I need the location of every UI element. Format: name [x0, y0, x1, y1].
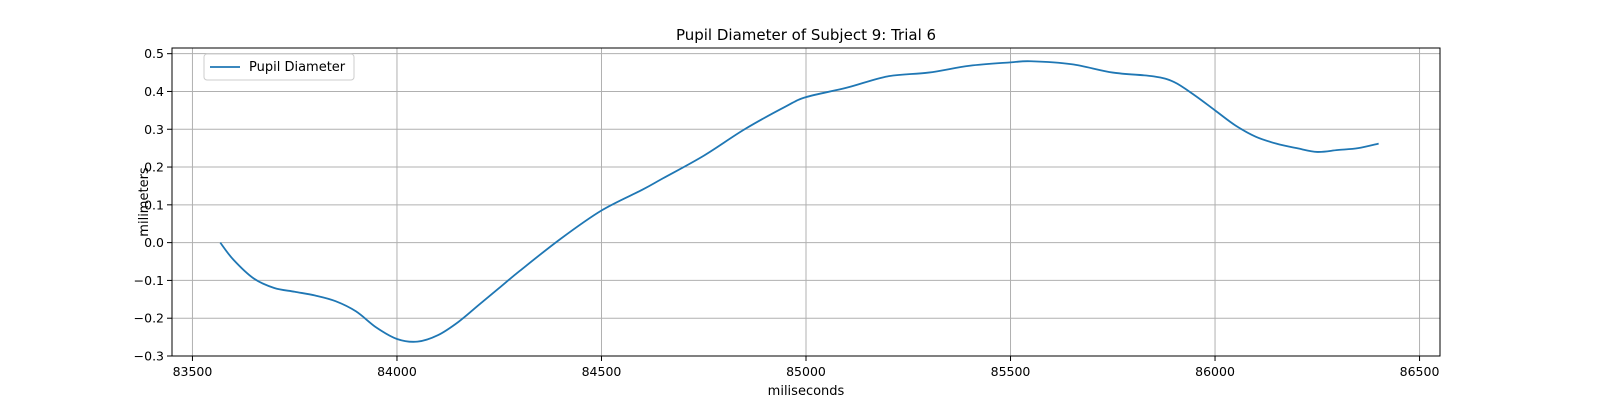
y-tick-label: −0.1 [134, 273, 164, 288]
x-tick-label: 85000 [786, 364, 826, 379]
y-tick-label: 0.2 [144, 160, 164, 175]
y-tick-label: 0.4 [144, 84, 164, 99]
legend-label: Pupil Diameter [249, 60, 346, 75]
x-tick-label: 85500 [991, 364, 1031, 379]
x-axis-label: miliseconds [768, 384, 845, 399]
x-tick-label: 83500 [173, 364, 213, 379]
pupil-diameter-line [219, 60, 1379, 343]
x-axis-ticks: 83500 84000 84500 85000 85500 86000 86500 [173, 356, 1440, 379]
legend-box [203, 53, 355, 81]
x-tick-label: 84000 [377, 364, 417, 379]
y-tick-label: 0.3 [144, 122, 164, 137]
grid-lines [172, 48, 1440, 357]
x-tick-label: 86000 [1195, 364, 1235, 379]
y-tick-label: −0.2 [134, 311, 164, 326]
y-tick-label: 0.5 [144, 46, 164, 61]
chart-title: Pupil Diameter of Subject 9: Trial 6 [676, 26, 936, 44]
y-axis-ticks: −0.3 −0.2 −0.1 0.0 0.1 0.2 0.3 0.4 0.5 [134, 46, 172, 364]
x-tick-label: 86500 [1400, 364, 1440, 379]
x-tick-label: 84500 [582, 364, 622, 379]
y-tick-label: −0.3 [134, 349, 164, 364]
y-tick-label: 0.1 [144, 197, 164, 212]
y-axis-label: milimeters [137, 167, 152, 237]
legend: Pupil Diameter [203, 53, 355, 81]
y-tick-label: 0.0 [144, 235, 164, 250]
series-layer [219, 60, 1379, 343]
